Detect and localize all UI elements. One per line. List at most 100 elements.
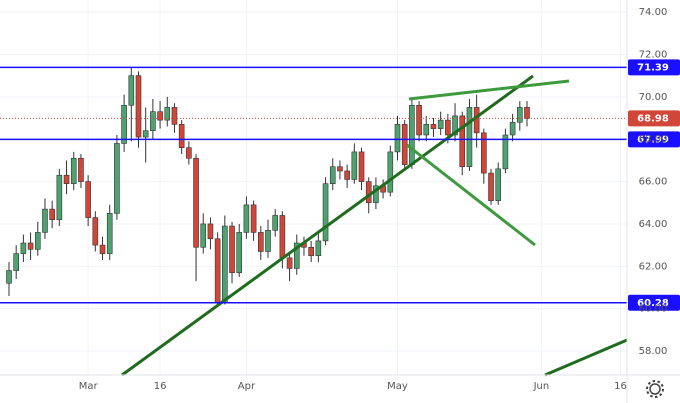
candle-body [193,157,199,248]
candle-body [337,166,343,172]
candle-body [99,244,106,254]
trend-line [406,143,536,247]
candle-body [322,183,329,242]
candle-body [92,217,99,246]
candle-body [178,124,185,148]
y-tick-label: 74.00 [639,7,668,18]
candle-body [258,232,264,252]
candle-body [509,121,516,136]
candle-body [272,215,278,231]
candle-body [70,157,77,184]
level-label: 71.39 [628,59,680,76]
candle-body [114,143,120,214]
last-price-text: 68.98 [637,113,669,124]
candle-body [459,115,466,168]
settings-icon[interactable] [646,380,664,398]
candle-body [488,172,494,201]
candle-body [229,225,235,273]
x-tick-label: May [387,381,408,392]
trend-line [121,74,534,377]
candle-body [63,174,70,184]
candle-body [308,246,314,257]
candle-body [437,119,444,129]
y-tick-label: 70.00 [639,92,668,103]
candle-body [150,111,156,132]
level-label-text: 67.99 [637,134,669,145]
level-label: 67.99 [628,131,680,148]
last-price-label: 68.98 [628,110,680,127]
candle-body [186,147,192,159]
trend-line [408,79,570,101]
y-tick-label: 64.00 [639,219,668,230]
candle-body [27,242,34,250]
x-tick-label: 16 [154,381,167,392]
candle-body [452,115,458,136]
x-tick-label: Mar [79,381,99,392]
axis-labels: 58.00 60.00 62.00 64.00 66.00 68.00 70.00 72.00… [79,7,668,392]
level-label-text: 60.28 [637,298,669,309]
candle-body [481,132,487,174]
candle-body [265,229,271,252]
candle-body [279,215,286,259]
candle-body [329,166,336,184]
candle-body [236,232,243,273]
last-price-bg [628,110,680,127]
candle-body [200,223,207,248]
candle-body [106,213,113,254]
candle-body [250,204,257,233]
candle-body [416,104,422,136]
candle-body [85,181,91,218]
gear[interactable] [649,383,661,395]
candle-body [20,242,27,254]
candle-body [394,124,401,153]
candle-body [121,104,127,144]
candle-body [207,223,214,240]
candle-body [293,242,300,269]
candle-body [517,107,523,123]
x-tick-label: Jun [533,381,550,392]
candle-body [524,107,530,119]
candle-body [142,130,149,138]
candle-body [164,107,171,121]
x-tick-label: 16 [614,381,627,392]
candle-body [423,124,430,136]
candle-body [157,111,163,121]
candle-body [495,168,502,201]
candle-body [171,107,178,125]
candle-body [286,257,293,269]
candle-body [358,151,365,182]
y-tick-label: 58.00 [639,346,668,357]
y-tick-label: 72.00 [639,49,668,60]
y-tick-label: 60.00 [639,304,668,315]
candle-body [56,174,63,221]
candle-body [78,157,84,182]
y-tick-label: 66.00 [639,177,668,188]
trend-line [544,338,628,377]
candle-body [502,134,509,170]
candle-body [128,75,135,106]
y-tick-label: 68.00 [639,134,668,145]
level-label-bg [628,294,680,311]
candle-body [445,119,451,136]
y-tick-label: 62.00 [639,261,668,272]
gear-teeth[interactable] [646,380,664,398]
candle-body [6,270,12,284]
level-label: 60.28 [628,294,680,311]
candle-body [135,75,142,138]
levels: 71.39 67.99 60.28 68.98 [0,59,680,311]
candle-body [42,208,48,233]
candle-body [315,240,322,257]
candle-body [387,151,394,193]
candle-body [214,238,221,303]
candle-body [401,124,408,165]
candle-body [365,181,372,204]
candle-body [13,253,19,271]
x-tick-label: Apr [238,381,256,392]
level-label-text: 71.39 [637,62,669,73]
candle-body [222,225,228,303]
candle-body [351,151,358,180]
trend-lines [121,74,628,377]
candle-body [430,124,437,129]
